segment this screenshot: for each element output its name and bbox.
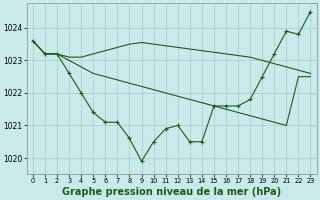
X-axis label: Graphe pression niveau de la mer (hPa): Graphe pression niveau de la mer (hPa) (62, 187, 281, 197)
